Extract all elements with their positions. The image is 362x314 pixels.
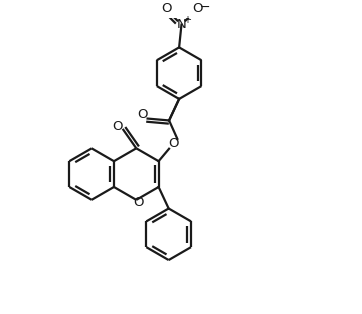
Text: O: O [161, 2, 172, 15]
Text: −: − [200, 1, 210, 14]
Text: O: O [192, 2, 203, 15]
Text: O: O [168, 137, 178, 150]
Text: N: N [177, 18, 186, 31]
Text: +: + [183, 15, 191, 25]
Text: O: O [138, 108, 148, 122]
Text: O: O [133, 196, 144, 209]
Text: O: O [112, 120, 123, 133]
